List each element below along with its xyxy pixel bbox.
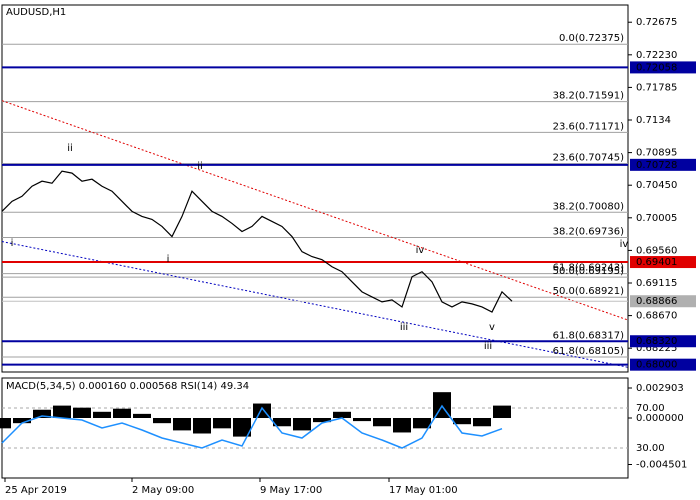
macd-bar — [133, 413, 151, 418]
macd-bar — [233, 418, 251, 437]
macd-bar — [153, 418, 171, 424]
y-tick-label: 0.69115 — [636, 278, 677, 289]
wave-label: iv — [620, 239, 629, 250]
macd-bar — [413, 418, 431, 429]
macd-tick-label: 0.002903 — [636, 383, 684, 394]
macd-bar — [13, 418, 31, 424]
macd-bar — [53, 405, 71, 418]
macd-bar — [213, 418, 231, 429]
fib-label: 38.2(0.70080) — [553, 201, 625, 212]
macd-bar — [473, 418, 491, 427]
rsi-tick-label: 30.00 — [636, 443, 665, 454]
macd-bar — [333, 411, 351, 418]
y-tick-label: 0.72675 — [636, 17, 677, 28]
y-tick-label: 0.68670 — [636, 311, 677, 322]
chart-title: AUDUSD,H1 — [6, 7, 66, 18]
fib-label: 23.6(0.71171) — [553, 121, 625, 132]
y-tick-label: 0.70005 — [636, 213, 677, 224]
macd-bar — [173, 418, 191, 431]
rsi-tick-label: 70.00 — [636, 403, 665, 414]
price-line — [1, 170, 513, 313]
y-tick-label: 0.70895 — [636, 148, 677, 159]
wave-label: i — [11, 238, 14, 249]
fib-label: 61.8(0.69243) — [553, 263, 625, 274]
rsi-line — [1, 404, 503, 449]
macd-bar — [73, 407, 91, 418]
macd-bar — [33, 409, 51, 418]
y-tick-label: 0.68225 — [636, 343, 677, 354]
macd-bar — [293, 418, 311, 431]
macd-bar — [0, 418, 11, 429]
macd-bar — [373, 418, 391, 427]
x-tick-label: 2 May 09:00 — [132, 485, 194, 496]
level-box — [630, 158, 696, 171]
level-box — [630, 61, 696, 74]
wave-label: v — [489, 322, 495, 333]
current-price-label: 0.68866 — [636, 296, 677, 307]
level-label: 0.72058 — [636, 62, 677, 73]
x-tick-label: 25 Apr 2019 — [5, 485, 67, 496]
trendline — [1, 241, 629, 368]
main-frame — [1, 4, 629, 373]
fib-label: 23.6(0.70745) — [553, 153, 625, 164]
macd-bar — [193, 418, 211, 434]
macd-bar — [353, 418, 371, 422]
macd-bar — [113, 408, 131, 418]
macd-bar — [493, 405, 511, 418]
x-tick-label: 17 May 01:00 — [389, 485, 458, 496]
level-label: 0.68000 — [636, 360, 677, 371]
trendline — [1, 100, 629, 321]
y-tick-label: 0.7134 — [636, 115, 671, 126]
level-label: 0.70728 — [636, 160, 677, 171]
y-tick-label: 0.72230 — [636, 50, 677, 61]
macd-bar — [273, 418, 291, 427]
macd-bar — [393, 418, 411, 433]
current-price-box — [630, 295, 696, 308]
level-box — [630, 358, 696, 371]
fib-label: 38.2(0.69736) — [553, 227, 625, 238]
wave-label: iii — [484, 341, 492, 352]
wave-label: iii — [400, 322, 408, 333]
macd-tick-label: 0.000000 — [636, 413, 684, 424]
wave-label: i — [167, 254, 170, 265]
macd-tick-label: -0.004501 — [636, 459, 687, 470]
y-tick-label: 0.69560 — [636, 245, 677, 256]
fib-label: 61.8(0.68317) — [553, 330, 625, 341]
fib-label: 61.8(0.68105) — [553, 346, 625, 357]
y-tick-label: 0.71785 — [636, 82, 677, 93]
indicator-title: MACD(5,34,5) 0.000160 0.000568 RSI(14) 4… — [6, 381, 249, 392]
level-box — [630, 335, 696, 348]
macd-bar — [93, 411, 111, 418]
y-tick-label: 0.70450 — [636, 180, 677, 191]
macd-bar — [313, 418, 331, 423]
fib-label: 50.0(0.68921) — [553, 286, 625, 297]
level-box — [630, 256, 696, 269]
fib-label: 50.0(0.69195) — [553, 266, 625, 277]
fib-label: 0.0(0.72375) — [559, 33, 624, 44]
level-label: 0.69401 — [636, 257, 677, 268]
wave-label: iv — [416, 245, 425, 256]
fib-label: 38.2(0.71591) — [553, 91, 625, 102]
level-label: 0.68320 — [636, 336, 677, 347]
wave-label: ii — [67, 143, 73, 154]
wave-label: ii — [197, 161, 203, 172]
x-tick-label: 9 May 17:00 — [260, 485, 322, 496]
macd-bar — [453, 418, 471, 425]
